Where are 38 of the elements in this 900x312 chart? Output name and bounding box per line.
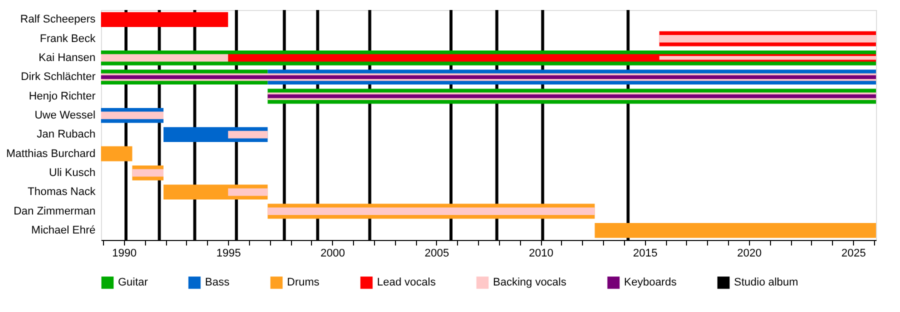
bar [228, 130, 268, 138]
legend-label: Bass [205, 276, 230, 289]
y-tick-label: Uwe Wessel [34, 109, 96, 122]
x-tick-label: 2010 [528, 248, 554, 260]
bar [594, 222, 876, 238]
y-tick-label: Jan Rubach [36, 128, 96, 141]
x-tick-label: 2020 [737, 248, 762, 260]
legend-label: Backing vocals [493, 276, 567, 289]
y-tick-label: Matthias Burchard [6, 148, 96, 160]
y-tick-label: Ralf Scheepers [20, 14, 96, 26]
y-tick-label: Michael Ehré [31, 224, 96, 236]
bar [268, 208, 595, 215]
y-tick-label: Kai Hansen [38, 52, 96, 64]
x-tick-label: 1990 [112, 248, 137, 260]
bar [659, 56, 876, 60]
bar [659, 35, 876, 42]
y-tick-label: Henjo Richter [28, 90, 96, 102]
y-tick-label: Thomas Nack [28, 186, 96, 198]
x-tick-label: 2025 [841, 248, 866, 260]
legend-label: Keyboards [624, 276, 678, 289]
legend-label: Studio album [734, 276, 798, 289]
legend-label: Lead vocals [377, 276, 436, 289]
y-tick-label: Frank Beck [40, 32, 96, 45]
y-tick-label: Uli Kusch [49, 166, 96, 179]
bar [228, 188, 268, 196]
bar [101, 146, 132, 162]
bar [101, 112, 164, 120]
bar [132, 169, 164, 177]
legend-label: Guitar [118, 276, 148, 289]
y-tick-label: Dirk Schlächter [20, 71, 96, 84]
bar [101, 12, 228, 28]
y-tick-label: Dan Zimmerman [14, 205, 96, 218]
x-tick-label: 2005 [424, 248, 450, 260]
x-tick-label: 2000 [320, 248, 345, 260]
bar [101, 54, 228, 62]
x-tick-label: 1995 [216, 248, 241, 260]
x-tick-label: 2015 [633, 248, 658, 260]
legend-label: Drums [287, 276, 320, 289]
